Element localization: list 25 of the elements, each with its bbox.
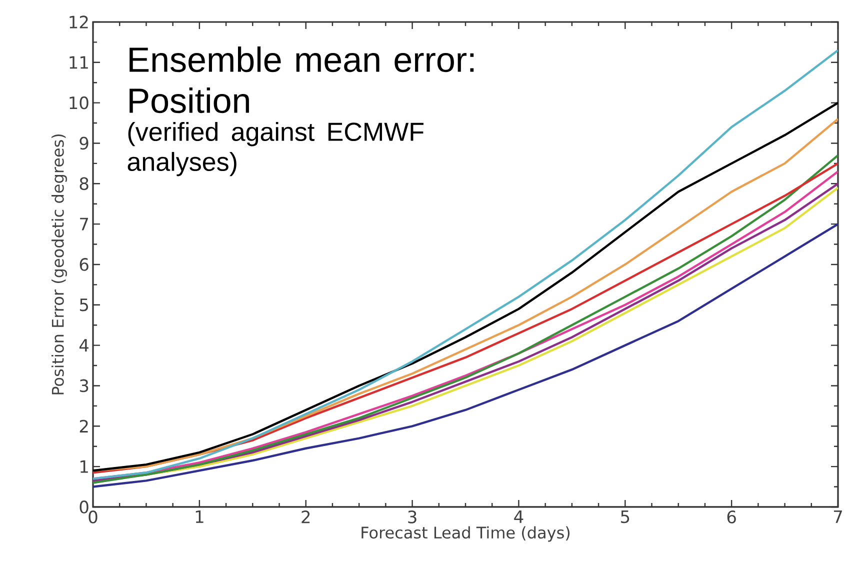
- y-tick-label: 4: [79, 339, 89, 352]
- x-tick-label: 1: [196, 510, 204, 523]
- text: (verified against ECMWF analyses): [128, 122, 424, 176]
- x-tick-label: 7: [834, 510, 842, 523]
- y-tick-label: 11: [70, 56, 88, 69]
- y-axis-title: Position Error (geodetic degrees): [51, 134, 67, 394]
- x-tick-label: 3: [408, 510, 416, 524]
- y-tick-label: 6: [80, 258, 88, 271]
- x-axis-title: Forecast Lead Time (days): [362, 526, 570, 542]
- y-tick-label: 12: [70, 16, 88, 28]
- y-tick-label: 7: [80, 218, 88, 230]
- y-tick-label: 10: [70, 96, 88, 110]
- y-tick-label: 5: [80, 298, 88, 312]
- x-tick-label: 5: [621, 510, 630, 524]
- y-tick-label: 1: [80, 460, 88, 473]
- text: Ensemble mean error: Position: [130, 46, 474, 114]
- x-tick-label: 0: [88, 510, 98, 524]
- y-tick-label: 8: [80, 177, 88, 190]
- y-tick-label: 0: [80, 500, 88, 514]
- x-tick-label: 6: [727, 510, 736, 524]
- y-tick-label: 3: [80, 379, 88, 392]
- y-tick-label: 2: [80, 420, 88, 432]
- x-tick-label: 2: [302, 510, 310, 524]
- x-tick-label: 4: [514, 510, 524, 523]
- y-tick-label: 9: [80, 136, 88, 150]
